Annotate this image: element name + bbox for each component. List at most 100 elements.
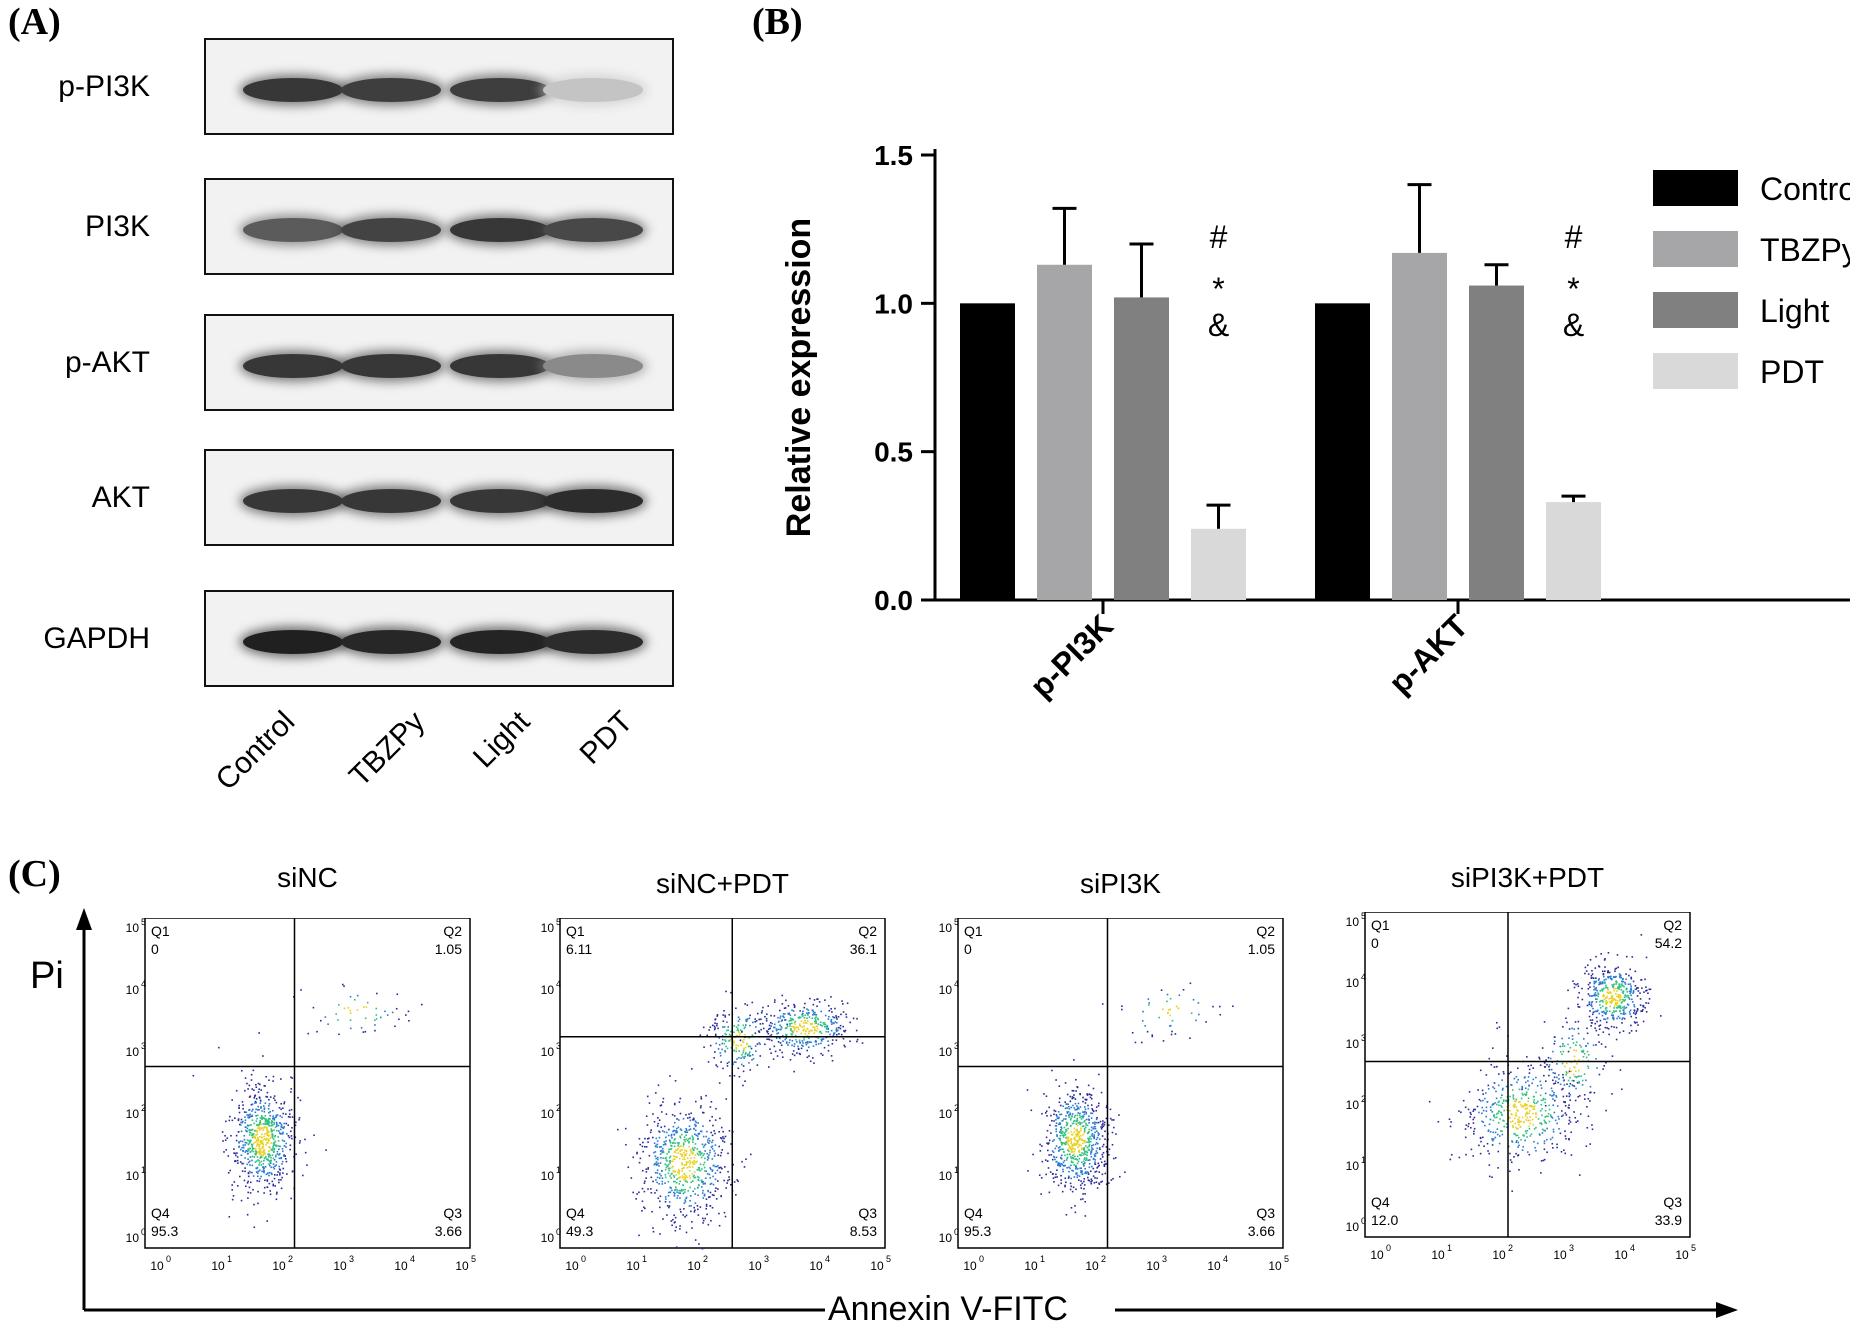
- flow-event-dot: [711, 1206, 714, 1209]
- quadrant-name: Q1: [1371, 917, 1390, 933]
- flow-event-dot: [1082, 1142, 1084, 1145]
- flow-event-dot: [718, 1145, 721, 1148]
- flow-event-dot: [793, 1070, 795, 1073]
- flow-event-dot: [1611, 1055, 1614, 1057]
- flow-event-dot: [1096, 1136, 1099, 1139]
- flow-event-dot: [1496, 1027, 1499, 1030]
- flow-event-dot: [1596, 1067, 1598, 1069]
- flow-event-dot: [690, 1181, 693, 1184]
- flow-event-dot: [1578, 1059, 1580, 1061]
- flow-event-dot: [242, 1104, 244, 1106]
- flow-event-dot: [1628, 998, 1631, 1000]
- flow-event-dot: [297, 1096, 299, 1099]
- flow-event-dot: [714, 1172, 717, 1174]
- flow-event-dot: [384, 1010, 386, 1013]
- flow-event-dot: [1527, 1076, 1530, 1078]
- flow-event-dot: [678, 1101, 681, 1103]
- flow-event-dot: [661, 1130, 664, 1132]
- flow-event-dot: [1502, 1119, 1504, 1122]
- flow-event-dot: [842, 1025, 845, 1028]
- flow-event-dot: [1520, 1138, 1522, 1141]
- flow-event-dot: [716, 1015, 719, 1017]
- flow-event-dot: [804, 1042, 807, 1044]
- flow-event-dot: [1472, 1118, 1474, 1121]
- flow-event-dot: [1644, 978, 1646, 981]
- flow-event-dot: [665, 1166, 668, 1169]
- flow-event-dot: [1525, 1119, 1527, 1121]
- flow-event-dot: [263, 1126, 266, 1128]
- flow-event-dot: [1099, 1158, 1102, 1160]
- flow-event-dot: [1070, 1160, 1073, 1163]
- flow-event-dot: [688, 1160, 691, 1162]
- flow-event-dot: [793, 1021, 796, 1024]
- flow-event-dot: [754, 1032, 757, 1035]
- flow-event-dot: [1600, 1043, 1603, 1045]
- flow-event-dot: [625, 1143, 627, 1146]
- x-tick-exponent: 5: [886, 1254, 891, 1264]
- flow-event-dot: [259, 1126, 261, 1129]
- flow-event-dot: [1171, 1030, 1173, 1033]
- flow-event-dot: [692, 1138, 695, 1141]
- flow-event-dot: [258, 1032, 260, 1034]
- flow-event-dot: [1166, 1000, 1168, 1003]
- flow-event-dot: [1630, 976, 1633, 979]
- flow-event-dot: [681, 1170, 683, 1172]
- flow-event-dot: [1079, 1134, 1082, 1137]
- flow-event-dot: [1523, 1135, 1525, 1137]
- flow-event-dot: [710, 1219, 712, 1222]
- flow-event-dot: [667, 1191, 670, 1194]
- flow-event-dot: [243, 1138, 246, 1141]
- flow-event-dot: [1621, 1022, 1623, 1024]
- flow-event-dot: [1101, 1156, 1104, 1158]
- flow-event-dot: [256, 1167, 258, 1170]
- flow-event-dot: [1146, 1030, 1149, 1033]
- y-tick-label: 10: [126, 1169, 140, 1183]
- flow-event-dot: [824, 999, 826, 1001]
- flow-event-dot: [801, 1040, 804, 1042]
- flow-event-dot: [1521, 1085, 1523, 1088]
- flow-event-dot: [830, 1055, 833, 1057]
- flow-event-dot: [264, 1123, 266, 1126]
- flow-event-dot: [783, 1016, 785, 1019]
- flow-event-dot: [255, 1101, 258, 1104]
- flow-event-dot: [663, 1131, 666, 1133]
- flow-event-dot: [784, 1007, 787, 1009]
- flow-event-dot: [1604, 1008, 1607, 1010]
- flow-event-dot: [670, 1147, 673, 1150]
- flow-event-dot: [681, 1175, 684, 1177]
- flow-event-dot: [814, 1013, 816, 1016]
- flow-event-dot: [1062, 1130, 1064, 1133]
- flow-event-dot: [1607, 976, 1609, 978]
- flow-event-dot: [1068, 1147, 1070, 1149]
- flow-event-dot: [1552, 1079, 1554, 1082]
- flow-event-dot: [742, 1056, 744, 1058]
- flow-event-dot: [758, 1030, 760, 1033]
- flow-event-dot: [704, 1182, 706, 1185]
- flow-event-dot: [1174, 1033, 1177, 1035]
- flow-event-dot: [1094, 1127, 1097, 1130]
- flow-event-dot: [1554, 1072, 1556, 1075]
- flow-event-dot: [673, 1115, 676, 1117]
- flow-event-dot: [1567, 1043, 1569, 1046]
- flow-event-dot: [653, 1142, 656, 1145]
- flow-event-dot: [1464, 1136, 1467, 1139]
- flow-event-dot: [661, 1177, 664, 1179]
- flow-event-dot: [1513, 1106, 1515, 1109]
- flow-event-dot: [1559, 1051, 1562, 1053]
- flow-event-dot: [1075, 1078, 1077, 1081]
- flow-event-dot: [659, 1153, 662, 1155]
- flow-event-dot: [674, 1229, 677, 1232]
- flow-event-dot: [677, 1143, 680, 1145]
- flow-event-dot: [1578, 1095, 1581, 1097]
- flow-event-dot: [696, 1152, 699, 1155]
- flow-event-dot: [1518, 1116, 1521, 1119]
- flow-event-dot: [1595, 1010, 1597, 1012]
- flow-event-dot: [1617, 966, 1620, 969]
- flow-event-dot: [834, 1021, 837, 1023]
- flow-event-dot: [735, 1061, 737, 1064]
- flow-event-dot: [1488, 1057, 1491, 1060]
- flow-event-dot: [1610, 1014, 1613, 1017]
- flow-event-dot: [1587, 1067, 1590, 1069]
- flow-event-dot: [665, 1140, 667, 1142]
